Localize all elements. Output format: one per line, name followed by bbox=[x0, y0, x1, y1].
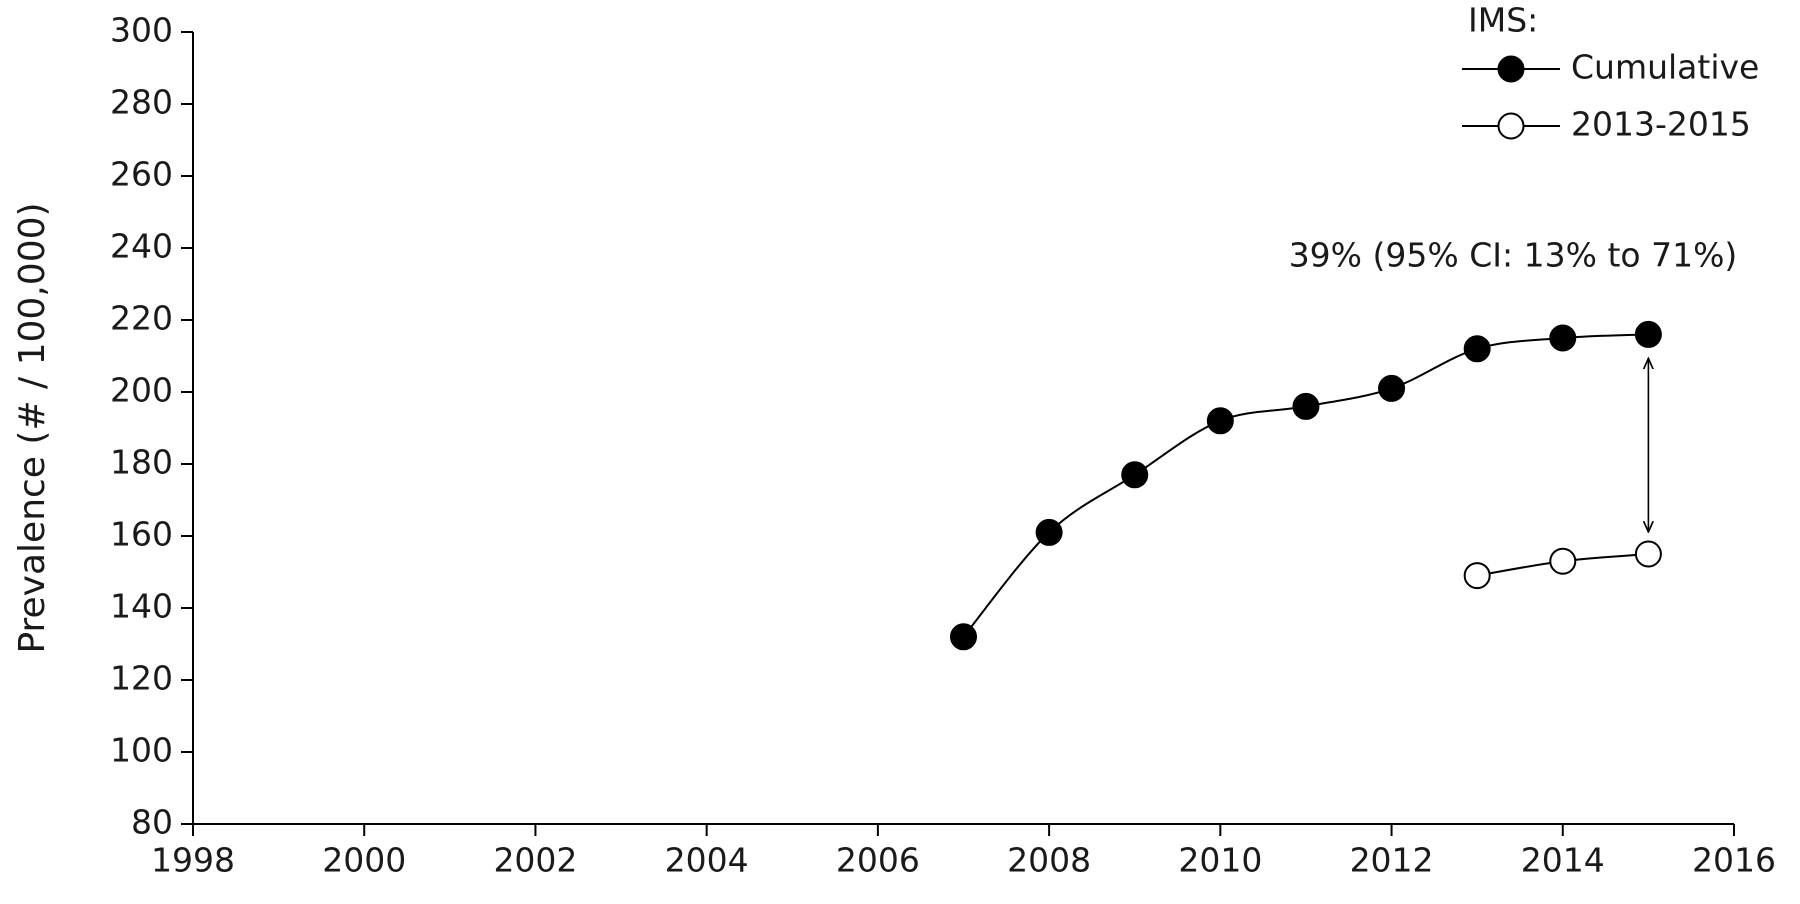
series-line bbox=[962, 333, 1649, 638]
annotation: 39% (95% CI: 13% to 71%) bbox=[1289, 236, 1738, 275]
legend-marker bbox=[1497, 112, 1525, 140]
x-tick-label: 2008 bbox=[1007, 841, 1091, 880]
legend-title: IMS: bbox=[1468, 1, 1538, 40]
x-tick-label: 2000 bbox=[322, 841, 406, 880]
y-tick-label: 120 bbox=[110, 659, 173, 698]
data-point bbox=[1549, 547, 1577, 575]
y-tick-label: 80 bbox=[131, 803, 173, 842]
y-tick-label: 200 bbox=[110, 371, 173, 410]
y-tick-label: 220 bbox=[110, 299, 173, 338]
data-point bbox=[1549, 324, 1577, 352]
data-point bbox=[1121, 461, 1149, 489]
legend-marker bbox=[1497, 55, 1525, 83]
x-tick-label: 2012 bbox=[1350, 841, 1434, 880]
x-tick-label: 2016 bbox=[1692, 841, 1776, 880]
y-tick-label: 240 bbox=[110, 227, 173, 266]
y-tick-label: 280 bbox=[110, 83, 173, 122]
y-axis-label: Prevalence (# / 100,000) bbox=[12, 202, 53, 653]
y-tick-label: 300 bbox=[110, 11, 173, 50]
data-point bbox=[1035, 518, 1063, 546]
data-point bbox=[1463, 562, 1491, 590]
y-tick-label: 100 bbox=[110, 731, 173, 770]
data-point bbox=[950, 623, 977, 651]
y-tick-label: 140 bbox=[110, 587, 173, 626]
y-tick-label: 260 bbox=[110, 155, 173, 194]
data-point bbox=[1634, 320, 1662, 348]
y-tick-label: 180 bbox=[110, 443, 173, 482]
data-point bbox=[1206, 407, 1234, 435]
x-tick-label: 1998 bbox=[151, 841, 235, 880]
x-tick-label: 2010 bbox=[1178, 841, 1262, 880]
x-tick-label: 2006 bbox=[836, 841, 920, 880]
legend-label: 2013-2015 bbox=[1571, 105, 1751, 144]
x-tick-label: 2002 bbox=[493, 841, 577, 880]
x-tick-label: 2004 bbox=[665, 841, 749, 880]
x-tick-label: 2014 bbox=[1521, 841, 1605, 880]
data-point bbox=[1463, 335, 1491, 363]
data-point bbox=[1378, 374, 1406, 402]
data-point bbox=[1292, 392, 1320, 420]
y-tick-label: 160 bbox=[110, 515, 173, 554]
data-point bbox=[1634, 540, 1662, 568]
legend-label: Cumulative bbox=[1571, 48, 1759, 87]
